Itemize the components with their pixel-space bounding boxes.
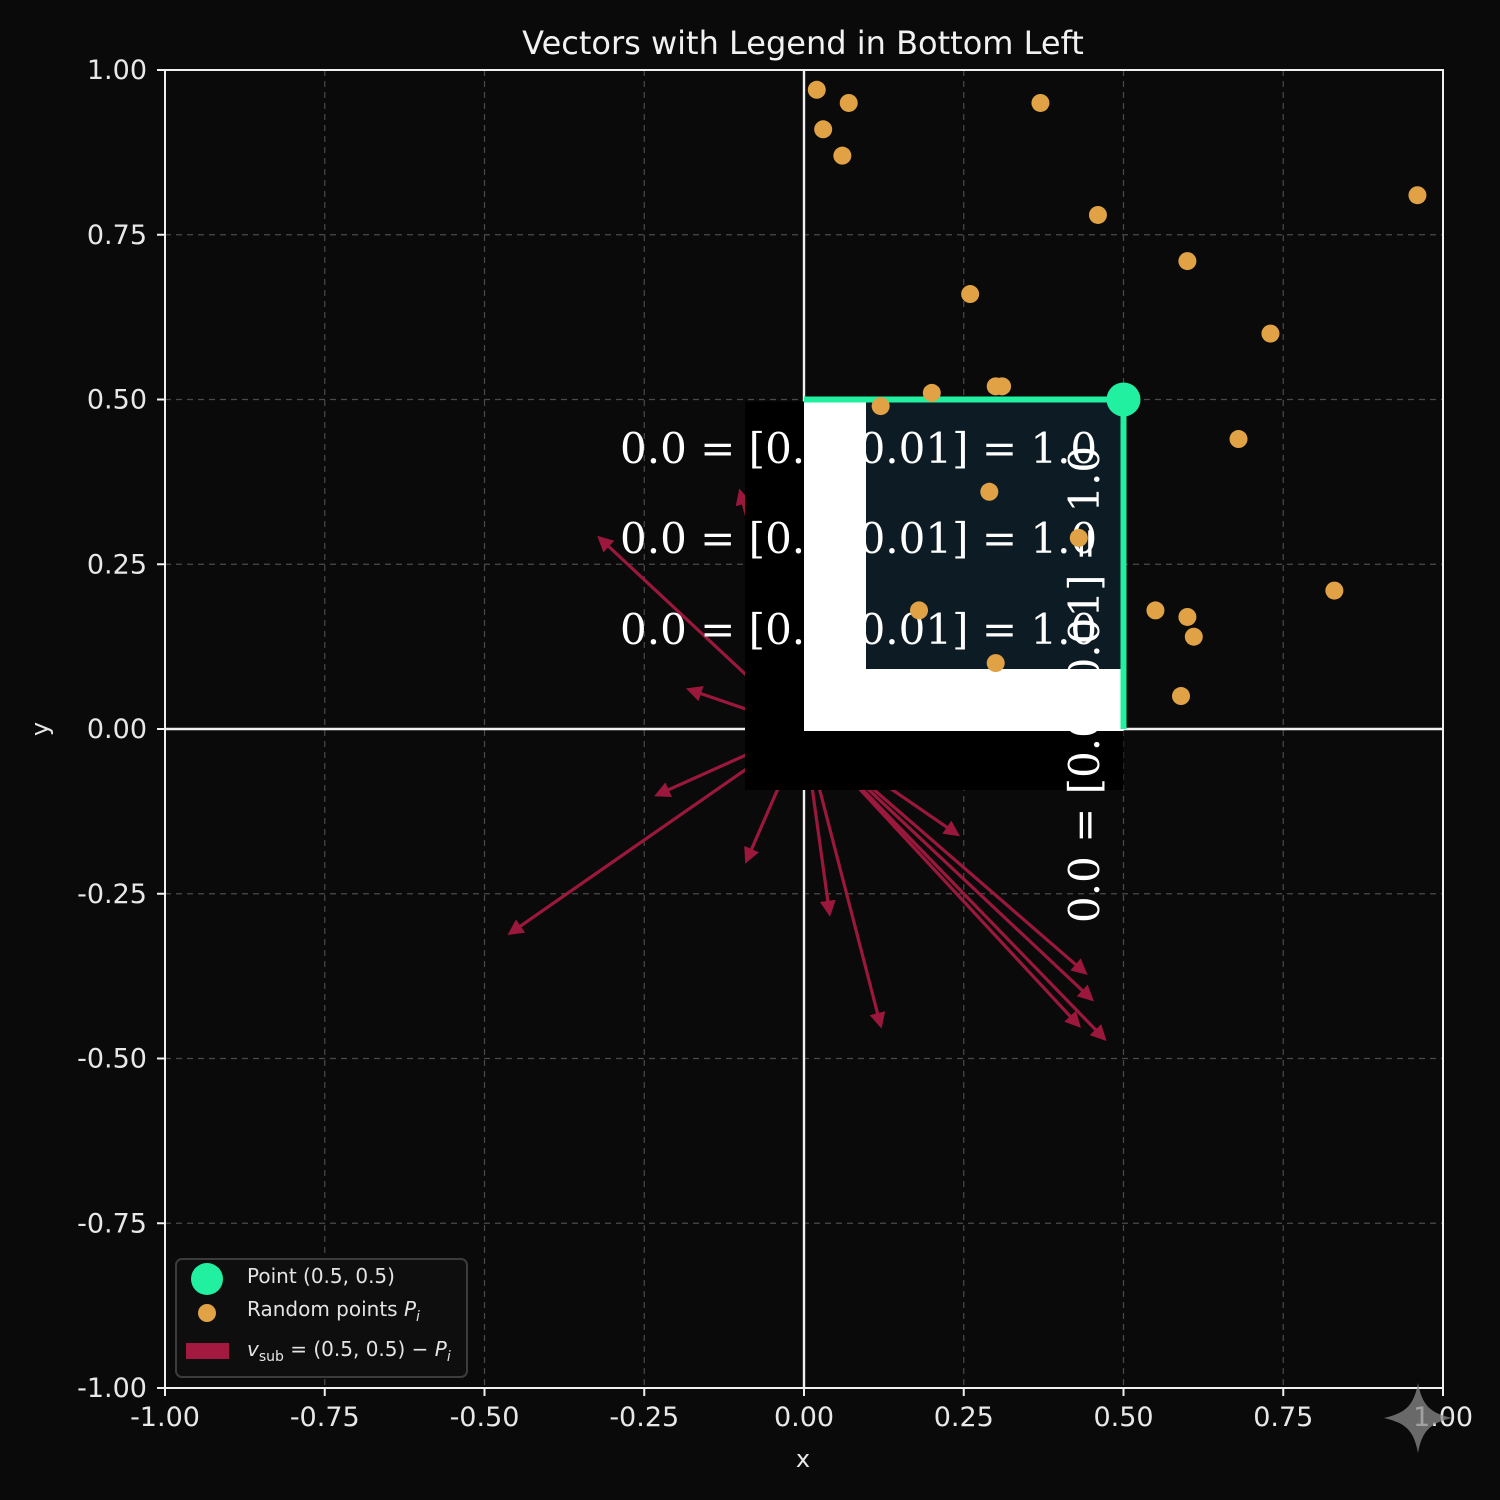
- x-tick-label: 0.50: [1093, 1402, 1153, 1433]
- x-tick-label: -1.00: [130, 1402, 200, 1433]
- overlay-equation: 0.0 = [0.0, 0.01] = 1.0: [620, 605, 1097, 654]
- legend-dots-label-math: P: [404, 1297, 417, 1321]
- tick-labels: -1.00 -0.75 -0.50 -0.25 0.00 0.25 0.50 0.75 1.00…: [77, 55, 1473, 1433]
- random-point: [1261, 324, 1280, 343]
- random-point: [961, 285, 980, 304]
- random-point: [814, 120, 833, 139]
- random-point: [993, 377, 1012, 396]
- overlay-equation: 0.0 = [0.0, 0.01] = 1.0: [620, 514, 1097, 563]
- legend-point-label: Point (0.5, 0.5): [247, 1264, 395, 1288]
- random-point: [980, 482, 999, 501]
- y-tick-label: -0.25: [77, 879, 147, 910]
- x-tick-label: -0.25: [609, 1402, 679, 1433]
- random-points-series: [807, 80, 1427, 706]
- legend-vector-label-vsub: sub: [259, 1349, 284, 1365]
- random-point: [1184, 627, 1203, 646]
- y-tick-label: -0.50: [77, 1044, 147, 1075]
- highlight-point-series: [1106, 382, 1141, 417]
- legend-point-marker: [191, 1263, 223, 1295]
- sparkle-icon-shape: [1384, 1383, 1452, 1453]
- random-point: [910, 601, 929, 620]
- random-point: [1031, 93, 1050, 112]
- chart-title: Vectors with Legend in Bottom Left: [522, 24, 1084, 62]
- highlight-point: [1106, 382, 1141, 417]
- legend-vector-label-math: P: [435, 1337, 448, 1361]
- random-point: [1088, 205, 1107, 224]
- sparkle-icon: [1384, 1383, 1452, 1453]
- random-point: [833, 146, 852, 165]
- x-tick-label: 0.00: [774, 1402, 834, 1433]
- legend-vector-label-mid: = (0.5, 0.5) −: [284, 1337, 435, 1361]
- random-point: [807, 80, 826, 99]
- legend-vector-label-sub: i: [447, 1349, 451, 1365]
- y-axis-label: y: [26, 722, 54, 736]
- x-tick-label: -0.50: [450, 1402, 520, 1433]
- legend-dots-label: Random points Pi: [247, 1297, 420, 1325]
- overlay-vertical-equation: 0.0 = [0.0, 0.01] = 1.0: [1060, 446, 1109, 923]
- random-point: [1178, 607, 1197, 626]
- legend-dots-label-sub: i: [416, 1309, 420, 1325]
- x-axis-label: x: [796, 1445, 810, 1473]
- random-point: [1172, 687, 1191, 706]
- x-tick-label: 0.25: [934, 1402, 994, 1433]
- random-point: [871, 397, 890, 416]
- legend-dot-marker: [198, 1304, 216, 1322]
- legend-frame: [175, 1258, 468, 1378]
- y-tick-label: 0.00: [87, 714, 147, 745]
- x-tick-label: -0.75: [290, 1402, 360, 1433]
- legend-vector-patch: [186, 1343, 229, 1359]
- random-point: [839, 93, 858, 112]
- legend-vector-label-v: v: [247, 1337, 260, 1361]
- legend-vector-label: vsub = (0.5, 0.5) − Pi: [247, 1337, 451, 1365]
- equation-overlay: 0.0 = [0.0, 0.01] = 1.00.0 = [0.0, 0.01]…: [620, 396, 1127, 923]
- random-point: [1408, 186, 1427, 205]
- legend: Point (0.5, 0.5) Random points Pi vsub =…: [175, 1258, 468, 1378]
- random-point: [1229, 430, 1248, 449]
- y-tick-label: 0.50: [87, 385, 147, 416]
- legend-dots-label-text: Random points: [247, 1297, 398, 1321]
- overlay-equation: 0.0 = [0.0, 0.01] = 1.0: [620, 424, 1097, 473]
- y-tick-label: -1.00: [77, 1373, 147, 1404]
- random-point: [922, 383, 941, 402]
- random-point: [1325, 581, 1344, 600]
- y-tick-label: 0.75: [87, 220, 147, 251]
- y-tick-label: -0.75: [77, 1208, 147, 1239]
- y-tick-label: 0.25: [87, 549, 147, 580]
- random-point: [1146, 601, 1165, 620]
- random-point: [986, 654, 1005, 673]
- random-point: [1178, 252, 1197, 271]
- random-point: [1069, 528, 1088, 547]
- x-tick-label: 0.75: [1253, 1402, 1313, 1433]
- y-tick-label: 1.00: [87, 55, 147, 86]
